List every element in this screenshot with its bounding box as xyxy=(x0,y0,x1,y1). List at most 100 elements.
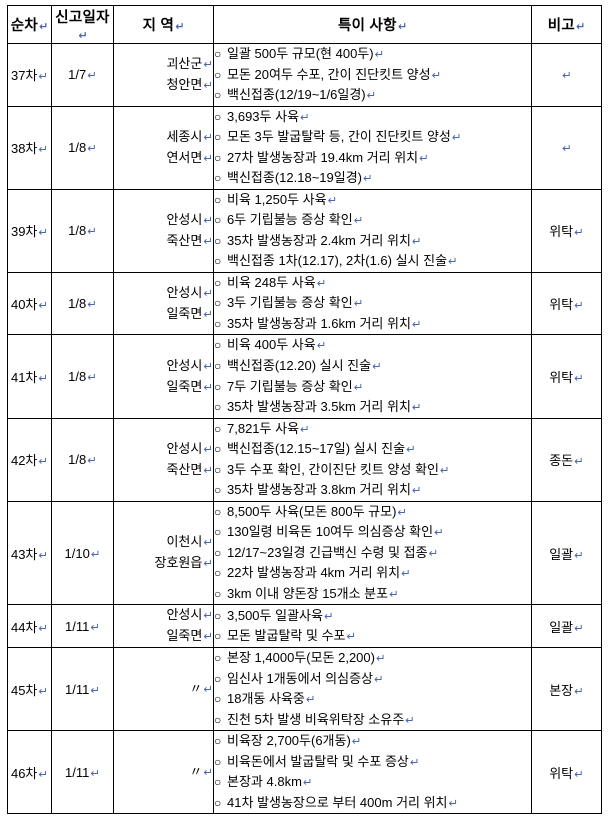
cell-sequence: 40차↵ xyxy=(7,271,52,336)
return-mark-icon: ↵ xyxy=(401,568,411,581)
table-row: 38차↵ 1/8↵ 세종시↵ 연서면↵ ○ 3,693두 사육↵ ○ 모돈 3두 발굽탈락 등… xyxy=(7,105,602,190)
note-line: ○ 35차 발생농장과 1.6km 거리 위치↵ xyxy=(214,314,531,335)
bullet-circle-icon: ○ xyxy=(214,109,222,124)
bullet-circle-icon: ○ xyxy=(214,171,222,186)
note-text: 6두 기립불능 증상 확인 xyxy=(227,212,353,228)
sequence-value: 43차 xyxy=(10,546,38,562)
bullet-circle-icon: ○ xyxy=(214,379,222,394)
report-date-value: 1/11 xyxy=(65,681,90,697)
remark-value: 위탁 xyxy=(549,224,574,240)
return-mark-icon: ↵ xyxy=(203,610,213,623)
cell-sequence: 38차↵ xyxy=(7,105,52,190)
return-mark-icon: ↵ xyxy=(375,652,386,665)
region-value: 안성시 xyxy=(166,607,203,623)
return-mark-icon: ↵ xyxy=(323,610,334,623)
note-text: 모돈 20여두 수포, 간이 진단킷트 양성 xyxy=(227,66,431,82)
column-header-label: 신고일자 xyxy=(55,10,110,26)
sequence-value: 39차 xyxy=(10,224,38,240)
table-header-row: 순차↵ 신고일자↵ 지 역↵ 특이 사항↵ 비고↵ xyxy=(7,5,602,44)
column-header-label: 비고 xyxy=(547,18,576,34)
region-value: 연서면 xyxy=(166,149,203,165)
note-text: 35차 발생농장과 2.4km 거리 위치 xyxy=(227,232,411,248)
bullet-circle-icon: ○ xyxy=(214,712,222,727)
note-text: 3,500두 일괄사육 xyxy=(227,607,323,623)
sequence-value: 45차 xyxy=(10,682,38,698)
cell-report-date: 1/8↵ xyxy=(51,334,114,419)
note-line: ○ 22차 발생농장과 4km 거리 위치↵ xyxy=(214,563,531,584)
region-value: 일죽면 xyxy=(166,378,203,394)
cell-notes: ○ 8,500두 사육(모돈 800두 규모)↵ ○ 130일령 비육돈 10여두 의… xyxy=(213,500,532,606)
bullet-circle-icon: ○ xyxy=(214,275,222,290)
return-mark-icon: ↵ xyxy=(87,143,97,156)
cell-notes: ○ 비육 1,250두 사육↵ ○ 6두 기립불능 증상 확인 ↵ ○ 35차 발생농장과 … xyxy=(213,188,532,273)
cell-sequence: 37차↵ xyxy=(7,43,52,107)
bullet-circle-icon: ○ xyxy=(214,754,222,769)
return-mark-icon: ↵ xyxy=(574,456,584,469)
remark-value: 위탁 xyxy=(549,297,574,313)
bullet-circle-icon: ○ xyxy=(214,67,222,82)
return-mark-icon: ↵ xyxy=(203,308,213,321)
note-text: 22차 발생농장과 4km 거리 위치 xyxy=(227,565,401,581)
region-value: 일죽면 xyxy=(166,628,203,644)
note-line: ○ 7,821두 사육↵ xyxy=(214,419,531,440)
cell-remark: 위탁↵ xyxy=(531,730,602,815)
bullet-circle-icon: ○ xyxy=(214,213,222,228)
report-date-value: 1/8 xyxy=(68,296,87,312)
return-mark-icon: ↵ xyxy=(203,631,213,644)
return-mark-icon: ↵ xyxy=(448,256,458,269)
return-mark-icon: ↵ xyxy=(90,684,100,697)
return-mark-icon: ↵ xyxy=(411,318,422,331)
cell-notes: ○ 일괄 500두 규모(현 400두)↵ ○ 모돈 20여두 수포, 간이 진단킷트… xyxy=(213,43,532,107)
bullet-circle-icon: ○ xyxy=(214,254,222,269)
note-text: 41차 발생농장으로 부터 400m 거리 위치 xyxy=(227,794,448,810)
sequence-value: 46차 xyxy=(10,765,38,781)
return-mark-icon: ↵ xyxy=(574,622,584,635)
bullet-circle-icon: ○ xyxy=(214,566,222,581)
cell-report-date: 1/11↵ xyxy=(51,604,114,648)
bullet-circle-icon: ○ xyxy=(214,150,222,165)
note-line: ○ 임신사 1개동에서 의심증상↵ xyxy=(214,669,531,690)
cell-region: 안성시↵ 일죽면↵ xyxy=(113,604,214,648)
note-line: ○ 비육 1,250두 사육↵ xyxy=(214,190,531,211)
return-mark-icon: ↵ xyxy=(372,360,382,373)
table-row: 37차↵ 1/7↵ 괴산군↵ 청안면↵ ○ 일괄 500두 규모(현 400두)↵ ○ 모돈 … xyxy=(7,43,602,107)
bullet-circle-icon: ○ xyxy=(214,442,222,457)
region-value: 괴산군 xyxy=(166,55,203,71)
note-text: 본장과 4.8km xyxy=(227,774,302,790)
return-mark-icon: ↵ xyxy=(300,111,310,124)
return-mark-icon: ↵ xyxy=(38,144,49,157)
cell-notes: ○ 3,693두 사육↵ ○ 모돈 3두 발굽탈락 등, 간이 진단킷트 양성↵ ○ 27… xyxy=(213,105,532,190)
region-line: 세종시↵ xyxy=(114,127,213,148)
bullet-circle-icon: ○ xyxy=(214,316,222,331)
remark-value: 일괄 xyxy=(549,619,574,635)
bullet-circle-icon: ○ xyxy=(214,545,222,560)
note-text: 백신접종(12.20) 실시 진술 xyxy=(227,357,372,373)
bullet-circle-icon: ○ xyxy=(214,462,222,477)
ditto-mark: 〃 xyxy=(189,680,203,696)
note-text: 12/17~23일경 긴급백신 수령 및 접종 xyxy=(227,544,428,560)
cell-region: 〃↵ xyxy=(113,646,214,732)
return-mark-icon: ↵ xyxy=(406,444,416,457)
bullet-circle-icon: ○ xyxy=(214,338,222,353)
return-mark-icon: ↵ xyxy=(203,381,213,394)
note-text: 35차 발생농장과 3.8km 거리 위치 xyxy=(227,482,411,498)
return-mark-icon: ↵ xyxy=(203,683,213,696)
bullet-circle-icon: ○ xyxy=(214,795,222,810)
return-mark-icon: ↵ xyxy=(203,152,213,165)
cell-report-date: 1/8↵ xyxy=(51,271,114,336)
return-mark-icon: ↵ xyxy=(366,90,377,103)
return-mark-icon: ↵ xyxy=(448,797,459,810)
region-value: 죽산면 xyxy=(166,232,203,248)
note-line: ○ 3두 수포 확인, 간이진단 킷트 양성 확인↵ xyxy=(214,460,531,481)
cell-sequence: 41차↵ xyxy=(7,334,52,419)
report-date-value: 1/8 xyxy=(68,369,87,384)
note-line: ○ 비육장 2,700두(6개동)↵ xyxy=(214,731,531,752)
return-mark-icon: ↵ xyxy=(405,714,415,727)
sequence-value: 40차 xyxy=(10,297,38,313)
return-mark-icon: ↵ xyxy=(203,131,213,144)
return-mark-icon: ↵ xyxy=(576,21,586,33)
note-text: 모돈 3두 발굽탈락 등, 간이 진단킷트 양성 xyxy=(227,129,451,145)
note-text: 18개동 사육중 xyxy=(227,691,305,707)
region-line: 일죽면↵ xyxy=(114,377,213,398)
